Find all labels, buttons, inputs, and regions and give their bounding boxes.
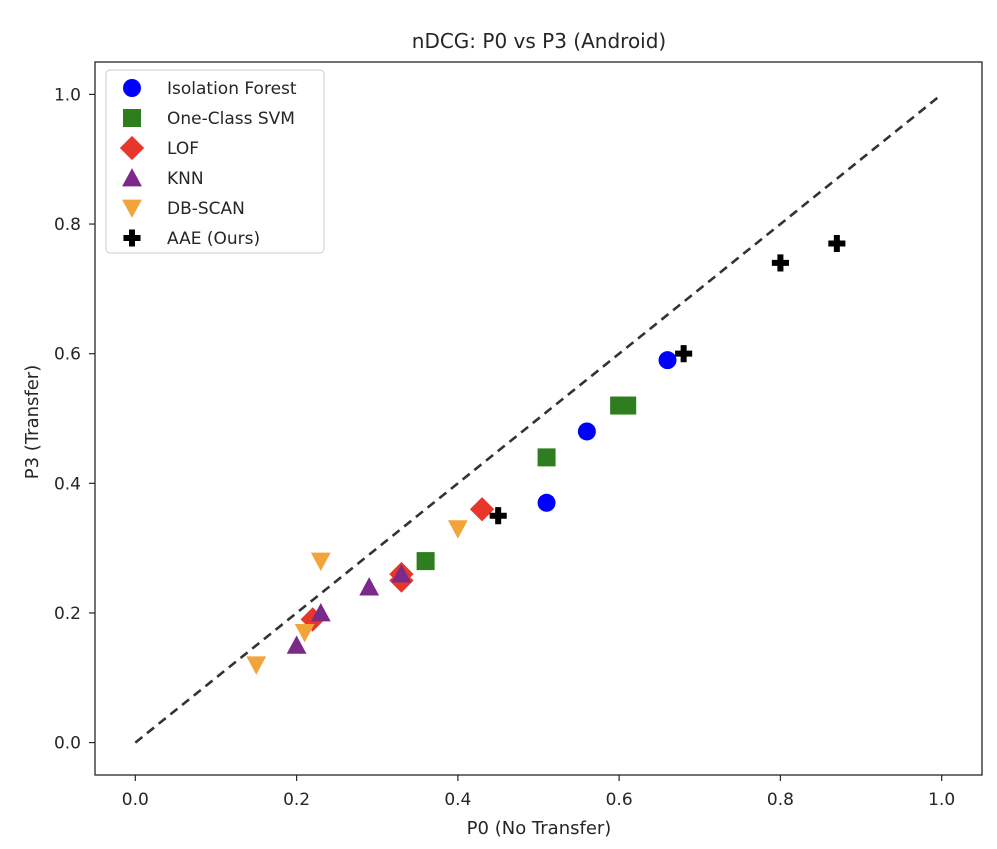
data-point-isolation-forest bbox=[658, 351, 677, 370]
x-axis-label: P0 (No Transfer) bbox=[467, 818, 612, 839]
y-tick-label: 0.4 bbox=[54, 474, 81, 494]
legend-label-lof: LOF bbox=[167, 139, 199, 159]
legend: Isolation Forest One-Class SVM LOF KNN DB-SC… bbox=[105, 69, 325, 254]
data-point-aae-ours bbox=[675, 345, 693, 363]
data-point-isolation-forest bbox=[537, 493, 556, 512]
legend-label-one-class-svm: One-Class SVM bbox=[167, 109, 295, 129]
y-tick-label: 0.0 bbox=[54, 734, 81, 754]
legend-marker-db-scan bbox=[122, 199, 142, 218]
y-tick-label: 0.8 bbox=[54, 215, 81, 235]
x-tick-label: 0.4 bbox=[444, 790, 471, 810]
x-tick-label: 1.0 bbox=[928, 790, 955, 810]
plot-frame bbox=[94, 61, 983, 776]
data-point-one-class-svm bbox=[416, 552, 435, 571]
series-knn bbox=[286, 564, 412, 654]
data-point-knn bbox=[391, 564, 412, 583]
data-point-aae-ours bbox=[771, 254, 789, 272]
legend-box bbox=[105, 69, 325, 254]
data-point-knn bbox=[310, 603, 331, 622]
chart-title: nDCG: P0 vs P3 (Android) bbox=[412, 29, 666, 53]
data-point-isolation-forest bbox=[577, 422, 596, 441]
reference-diagonal-line bbox=[134, 93, 943, 744]
data-point-one-class-svm bbox=[618, 396, 637, 415]
series-aae-ours bbox=[489, 234, 846, 525]
data-point-db-scan bbox=[294, 623, 315, 643]
y-tick-label: 0.6 bbox=[54, 345, 81, 365]
legend-marker-knn bbox=[122, 168, 142, 187]
legend-marker-one-class-svm bbox=[123, 109, 141, 127]
y-tick-label: 1.0 bbox=[54, 85, 81, 105]
legend-marker-aae-ours bbox=[123, 229, 141, 247]
axis-ticks: 0.0 0.2 0.4 0.6 0.8 1.0 0.0 0.2 0.4 0.6 0.8 1.0 bbox=[54, 85, 955, 810]
legend-marker-isolation-forest bbox=[123, 79, 141, 97]
data-point-db-scan bbox=[246, 656, 267, 675]
data-point-aae-ours bbox=[489, 507, 507, 525]
series-lof bbox=[300, 497, 495, 632]
series-one-class-svm bbox=[416, 396, 637, 571]
plot-area bbox=[134, 93, 943, 744]
legend-marker-lof bbox=[119, 135, 145, 161]
data-point-one-class-svm bbox=[537, 448, 556, 467]
legend-label-aae-ours: AAE (Ours) bbox=[167, 229, 260, 249]
x-tick-label: 0.6 bbox=[606, 790, 633, 810]
data-point-knn bbox=[359, 577, 380, 596]
data-point-lof bbox=[469, 497, 495, 522]
legend-label-isolation-forest: Isolation Forest bbox=[167, 79, 297, 99]
x-tick-label: 0.8 bbox=[767, 790, 794, 810]
data-point-db-scan bbox=[447, 520, 468, 539]
y-axis-label: P3 (Transfer) bbox=[22, 365, 43, 479]
series-db-scan bbox=[246, 520, 468, 675]
legend-label-knn: KNN bbox=[167, 169, 204, 189]
data-point-db-scan bbox=[310, 552, 331, 571]
y-tick-label: 0.2 bbox=[54, 604, 81, 624]
x-tick-label: 0.0 bbox=[122, 790, 149, 810]
data-point-knn bbox=[286, 635, 307, 654]
legend-label-db-scan: DB-SCAN bbox=[167, 199, 245, 219]
series-isolation-forest bbox=[537, 351, 677, 512]
data-point-aae-ours bbox=[828, 234, 846, 253]
x-tick-label: 0.2 bbox=[283, 790, 310, 810]
